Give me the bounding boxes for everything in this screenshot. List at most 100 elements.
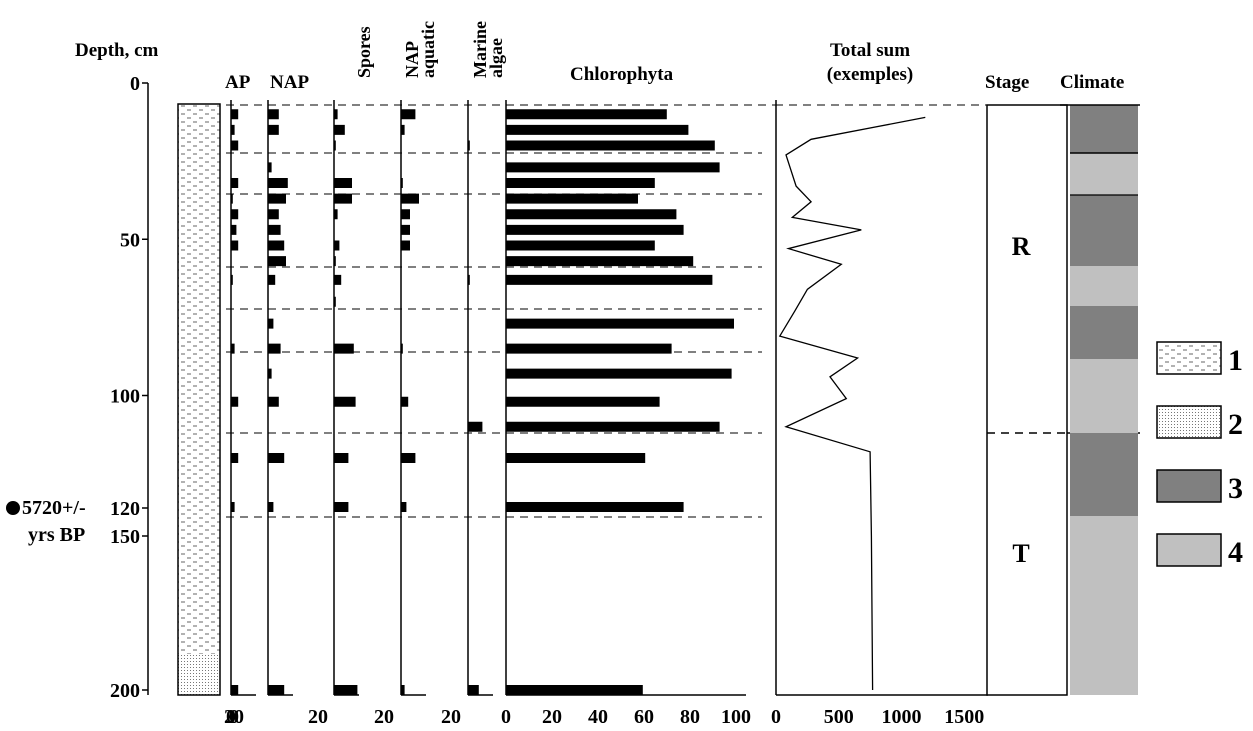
nap-bar [268, 256, 286, 267]
climate-column [1060, 104, 1140, 695]
legend-label-3: 3 [1228, 472, 1243, 505]
nap-bar [268, 318, 274, 329]
ap-bar [231, 274, 233, 285]
nap-bar [268, 502, 274, 512]
legend-label-2: 2 [1228, 408, 1243, 441]
legend-swatch-3 [1156, 469, 1222, 503]
ap-bar [231, 193, 233, 204]
nap-bar [268, 453, 285, 463]
stage-zone-label: T [1012, 539, 1029, 568]
nap_aquatic-bar [401, 109, 416, 120]
climate-zone [1070, 433, 1138, 516]
marine_algae-title: algae [486, 38, 506, 78]
nap_aquatic-bar [401, 343, 403, 354]
ap-bar [231, 453, 239, 463]
panel-ap: AP 020 [224, 72, 256, 728]
chlorophyta-bar [506, 421, 720, 432]
nap_aquatic-bar [401, 209, 410, 220]
chlorophyta-tick-label: 20 [542, 706, 562, 728]
nap-bar [268, 224, 281, 235]
depth-tick-label: 0 [130, 73, 140, 95]
lithology-sand-fill [178, 654, 220, 695]
stage-zone-label: R [1012, 232, 1031, 261]
marine_algae-bar [468, 685, 479, 695]
chlorophyta-bar [506, 209, 677, 220]
nap-bar [268, 162, 272, 173]
depth-tick-label: 150 [110, 526, 140, 548]
spores-bar [334, 502, 349, 512]
radiocarbon-date-marker [6, 501, 20, 515]
panel-nap: NAP 20 [267, 72, 328, 728]
stage-frame [986, 104, 1068, 696]
chlorophyta-bar [506, 224, 684, 235]
legend-label-4: 4 [1228, 536, 1243, 569]
nap-bar [268, 178, 288, 188]
chlorophyta-bar [506, 162, 720, 173]
date-annotation-line2: yrs BP [28, 524, 85, 546]
nap-bar [268, 685, 285, 695]
nap_aquatic-title: aquatic [418, 21, 438, 78]
nap_aquatic-tick-label: 20 [441, 706, 461, 728]
ap-bar [231, 109, 239, 120]
chlorophyta-bar [506, 178, 655, 188]
ap-title: AP [225, 72, 251, 93]
chlorophyta-bar [506, 396, 660, 407]
spores-bar [334, 124, 345, 135]
climate-zone [1070, 516, 1138, 695]
nap_aquatic-bar [401, 240, 410, 251]
legend-swatch-2 [1156, 405, 1222, 439]
climate-zone [1070, 195, 1138, 266]
chlorophyta-tick-label: 100 [721, 706, 751, 728]
nap-bar [268, 109, 279, 120]
spores-bar [334, 343, 354, 354]
legend: 1 2 3 4 [1156, 341, 1243, 569]
lithology-silt-fill [178, 104, 220, 654]
chlorophyta-title: Chlorophyta [570, 64, 674, 85]
nap_aquatic-bar [401, 453, 416, 463]
spores-tick-label: 20 [374, 706, 394, 728]
ap-bar [231, 209, 239, 220]
legend-swatch-1 [1156, 341, 1222, 375]
ap-zero-label: 0 [229, 706, 239, 728]
ap-bar [231, 396, 239, 407]
spores-bar [334, 256, 336, 267]
nap-bar [268, 193, 286, 204]
total-sum-title: Total sum [830, 40, 910, 61]
nap_aquatic-bar [401, 224, 410, 235]
chlorophyta-bar [506, 685, 643, 695]
panel-spores: Spores 20 [333, 26, 394, 728]
chlorophyta-bar [506, 453, 646, 463]
stage-column: RT [986, 104, 1140, 696]
spores-bar [334, 178, 352, 188]
total-sum-curve [778, 116, 926, 691]
total-sum-tick-label: 500 [824, 706, 854, 728]
spores-bar [334, 453, 349, 463]
nap-bar [268, 396, 279, 407]
spores-bar [334, 396, 356, 407]
chlorophyta-bar [506, 318, 734, 329]
climate-zone [1070, 153, 1138, 195]
chlorophyta-bar [506, 343, 672, 354]
nap_aquatic-bar [401, 685, 405, 695]
chlorophyta-tick-label: 0 [501, 706, 511, 728]
total-sum-tick-label: 0 [771, 706, 781, 728]
chlorophyta-bar [506, 256, 694, 267]
total-sum-tick-label: 1500 [944, 706, 984, 728]
chlorophyta-bar [506, 109, 667, 120]
nap-title: NAP [270, 72, 309, 93]
depth-axis-title: Depth, cm [75, 40, 159, 61]
chlorophyta-tick-label: 80 [680, 706, 700, 728]
ap-bar [231, 343, 235, 354]
depth-tick-label: 120 [110, 498, 140, 520]
panel-chlorophyta: Chlorophyta 0 20 40 60 80 100 [501, 64, 751, 728]
chlorophyta-bar [506, 274, 713, 285]
total-sum-panel: Total sum (exemples) 0 500 1000 1500 [771, 40, 988, 728]
nap_aquatic-bar [401, 502, 407, 512]
climate-title: Climate [1060, 72, 1124, 93]
ap-bar [231, 685, 239, 695]
chlorophyta-bar [506, 368, 732, 379]
climate-zone [1070, 359, 1138, 433]
nap-bar [268, 240, 285, 251]
